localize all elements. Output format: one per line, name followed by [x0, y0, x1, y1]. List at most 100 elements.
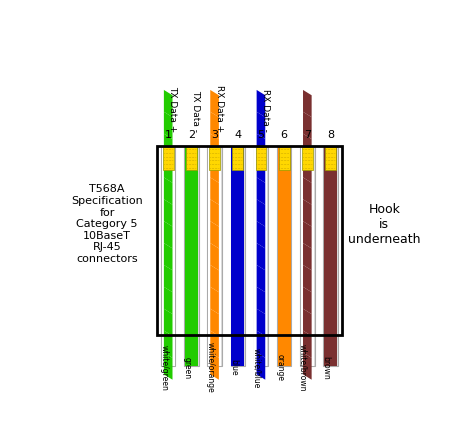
- Polygon shape: [164, 353, 173, 380]
- Polygon shape: [256, 134, 265, 161]
- Polygon shape: [210, 178, 219, 205]
- Bar: [232, 147, 243, 170]
- Polygon shape: [303, 353, 311, 380]
- Bar: [278, 147, 291, 366]
- Text: white/orange: white/orange: [206, 342, 215, 393]
- Bar: [323, 147, 337, 366]
- Text: 1: 1: [164, 131, 172, 140]
- Text: brown: brown: [321, 356, 330, 380]
- Text: T568A
Specification
for
Category 5
10BaseT
RJ-45
connectors: T568A Specification for Category 5 10Bas…: [71, 184, 143, 264]
- Bar: [254, 147, 268, 366]
- Bar: [277, 147, 292, 366]
- Polygon shape: [256, 265, 265, 292]
- Polygon shape: [303, 112, 311, 139]
- Polygon shape: [164, 265, 173, 292]
- Polygon shape: [164, 287, 173, 314]
- Polygon shape: [210, 134, 219, 161]
- Text: TX Data -: TX Data -: [191, 90, 201, 132]
- Polygon shape: [210, 155, 219, 183]
- Polygon shape: [210, 199, 219, 226]
- Bar: [255, 147, 267, 366]
- Polygon shape: [256, 243, 265, 270]
- Text: white/blue: white/blue: [252, 348, 261, 388]
- Polygon shape: [256, 353, 265, 380]
- Polygon shape: [210, 90, 219, 117]
- Polygon shape: [256, 287, 265, 314]
- Bar: [234, 147, 242, 366]
- Text: Hook
is
underneath: Hook is underneath: [348, 203, 420, 246]
- Polygon shape: [303, 309, 311, 336]
- Polygon shape: [256, 221, 265, 249]
- Bar: [161, 147, 175, 366]
- Polygon shape: [164, 178, 173, 205]
- Polygon shape: [210, 353, 219, 380]
- Polygon shape: [303, 221, 311, 249]
- Text: orange: orange: [275, 354, 284, 381]
- Bar: [185, 147, 198, 366]
- Text: 5: 5: [257, 131, 264, 140]
- Polygon shape: [164, 221, 173, 249]
- Bar: [231, 147, 244, 366]
- Bar: [255, 147, 266, 170]
- Polygon shape: [303, 199, 311, 226]
- Polygon shape: [256, 90, 265, 117]
- Polygon shape: [256, 331, 265, 358]
- Bar: [156, 146, 342, 335]
- Polygon shape: [164, 309, 173, 336]
- Bar: [209, 147, 220, 170]
- Bar: [186, 147, 197, 170]
- Polygon shape: [210, 265, 219, 292]
- Text: 8: 8: [327, 131, 334, 140]
- Polygon shape: [210, 309, 219, 336]
- Bar: [187, 147, 196, 366]
- Polygon shape: [256, 309, 265, 336]
- Text: 6: 6: [281, 131, 288, 140]
- Polygon shape: [164, 90, 173, 117]
- Text: RX Data +: RX Data +: [215, 85, 224, 132]
- Polygon shape: [303, 155, 311, 183]
- Polygon shape: [164, 199, 173, 226]
- Bar: [325, 147, 336, 170]
- Polygon shape: [303, 331, 311, 358]
- Bar: [162, 147, 174, 366]
- Bar: [300, 147, 315, 366]
- Polygon shape: [256, 112, 265, 139]
- Bar: [184, 147, 199, 366]
- Polygon shape: [256, 178, 265, 205]
- Bar: [324, 147, 337, 366]
- Text: 2: 2: [188, 131, 195, 140]
- Polygon shape: [256, 199, 265, 226]
- Text: 7: 7: [304, 131, 311, 140]
- Bar: [208, 147, 221, 366]
- Bar: [302, 147, 313, 170]
- Polygon shape: [210, 221, 219, 249]
- Polygon shape: [164, 112, 173, 139]
- Polygon shape: [256, 155, 265, 183]
- Polygon shape: [164, 243, 173, 270]
- Bar: [279, 147, 290, 170]
- Bar: [326, 147, 335, 366]
- Polygon shape: [303, 90, 311, 117]
- Text: green: green: [182, 357, 191, 379]
- Polygon shape: [164, 331, 173, 358]
- Polygon shape: [303, 178, 311, 205]
- Polygon shape: [303, 265, 311, 292]
- Text: 4: 4: [234, 131, 241, 140]
- Polygon shape: [303, 243, 311, 270]
- Polygon shape: [164, 134, 173, 161]
- Text: TX Data +: TX Data +: [168, 86, 177, 132]
- Text: RX Data -: RX Data -: [261, 89, 270, 132]
- Bar: [280, 147, 289, 366]
- Polygon shape: [210, 331, 219, 358]
- Text: white/green: white/green: [159, 345, 168, 391]
- Polygon shape: [210, 287, 219, 314]
- Polygon shape: [303, 134, 311, 161]
- Bar: [301, 147, 314, 366]
- Text: 3: 3: [211, 131, 218, 140]
- Bar: [230, 147, 245, 366]
- Bar: [208, 147, 222, 366]
- Text: blue: blue: [229, 360, 238, 376]
- Polygon shape: [303, 287, 311, 314]
- Text: white/brown: white/brown: [298, 344, 307, 392]
- Polygon shape: [164, 155, 173, 183]
